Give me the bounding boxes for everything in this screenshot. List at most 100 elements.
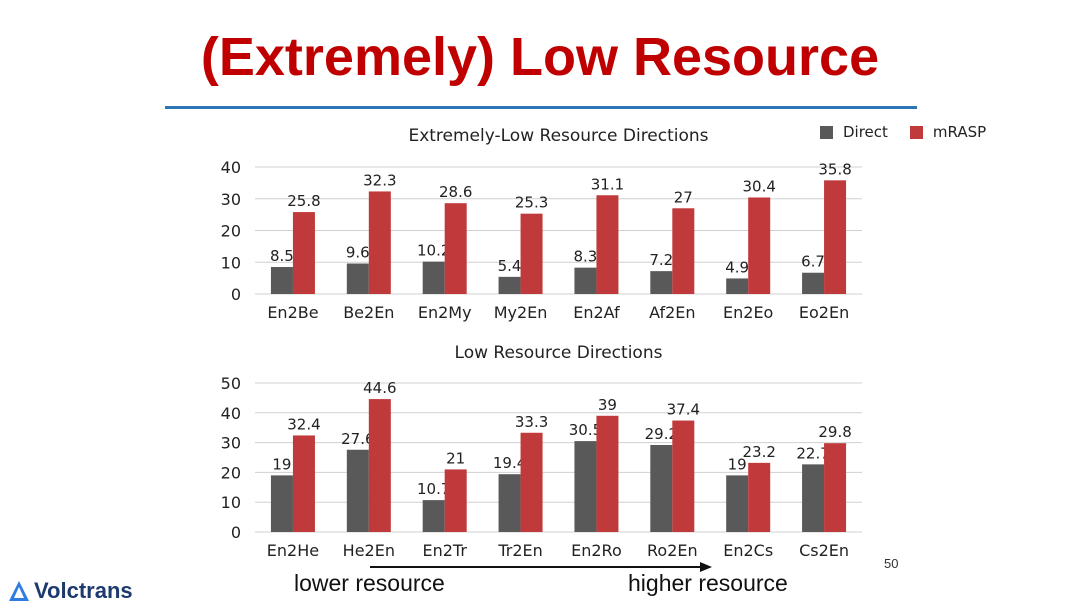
bar-direct (270, 475, 293, 532)
bar-mrasp (672, 208, 695, 294)
arrow-label-higher: higher resource (628, 570, 788, 596)
resource-arrow-head (700, 562, 712, 572)
bar-mrasp (368, 191, 391, 294)
bar-mrasp (520, 432, 543, 532)
data-label: 23.2 (742, 443, 775, 461)
chart-title: Extremely-Low Resource Directions (408, 126, 708, 146)
y-tick-label: 40 (221, 404, 241, 423)
x-tick-label: Ro2En (647, 541, 698, 560)
y-tick-label: 30 (221, 190, 241, 209)
data-label: 25.8 (287, 192, 320, 210)
bar-mrasp (824, 443, 847, 532)
data-label: 37.4 (667, 401, 700, 419)
bar-mrasp (368, 399, 391, 532)
bar-mrasp (444, 203, 467, 294)
legend-swatch-direct (820, 125, 833, 139)
x-tick-label: My2En (494, 303, 548, 322)
data-label: 5.4 (498, 257, 522, 275)
data-label: 31.1 (591, 175, 624, 193)
x-tick-label: En2He (267, 541, 319, 560)
bar-mrasp (672, 420, 695, 532)
bar-direct (346, 449, 369, 532)
bar-direct (574, 441, 597, 532)
legend-item-mrasp: mRASP (909, 123, 987, 141)
bar-direct (270, 267, 293, 294)
bar-direct (726, 278, 749, 294)
y-tick-label: 20 (221, 463, 241, 482)
x-tick-label: He2En (343, 541, 395, 560)
y-tick-label: 10 (221, 493, 241, 512)
chart-title: Low Resource Directions (455, 343, 663, 363)
data-label: 10.7 (417, 480, 450, 498)
bar-mrasp (748, 462, 771, 532)
data-label: 9.6 (346, 244, 370, 262)
x-tick-label: Eo2En (799, 303, 849, 322)
title-underline (165, 106, 917, 109)
data-label: 8.3 (574, 248, 598, 266)
bar-direct (650, 444, 673, 532)
data-label: 8.5 (270, 247, 294, 265)
legend-item-direct: Direct (820, 123, 888, 141)
bar-direct (802, 272, 825, 294)
bar-direct (574, 267, 597, 294)
legend-label-direct: Direct (843, 123, 888, 141)
y-tick-label: 10 (221, 253, 241, 272)
x-tick-label: En2Af (573, 303, 620, 322)
data-label: 7.2 (649, 251, 673, 269)
data-label: 32.3 (363, 171, 396, 189)
y-tick-label: 50 (221, 374, 241, 393)
page-number: 50 (884, 556, 899, 571)
x-tick-label: Cs2En (799, 541, 849, 560)
y-tick-label: 0 (231, 285, 241, 304)
data-label: 30.4 (742, 177, 775, 195)
bar-mrasp (292, 212, 315, 294)
y-tick-label: 40 (221, 158, 241, 177)
data-label: 19 (728, 455, 747, 473)
x-tick-label: En2Ro (571, 541, 622, 560)
x-tick-label: En2Cs (723, 541, 773, 560)
legend-swatch-mrasp (909, 125, 923, 139)
data-label: 35.8 (818, 160, 851, 178)
bar-mrasp (596, 195, 619, 294)
x-tick-label: En2Tr (422, 541, 467, 560)
y-tick-label: 20 (221, 222, 241, 241)
bar-mrasp (596, 415, 619, 532)
bar-mrasp (292, 435, 315, 532)
data-label: 27 (674, 188, 693, 206)
bar-mrasp (444, 469, 467, 532)
chart-legend: Direct mRASP (820, 122, 1008, 142)
data-label: 22.7 (796, 444, 829, 462)
bar-direct (726, 475, 749, 532)
data-label: 28.6 (439, 183, 472, 201)
x-tick-label: Tr2En (497, 541, 542, 560)
slide-title: (Extremely) Low Resource (200, 27, 880, 87)
data-label: 25.3 (515, 194, 548, 212)
volctrans-logo: Volctrans (8, 578, 133, 604)
bar-direct (498, 474, 521, 532)
bar-direct (346, 263, 369, 294)
data-label: 29.2 (645, 425, 678, 443)
x-tick-label: Be2En (343, 303, 394, 322)
x-tick-label: En2Be (267, 303, 318, 322)
data-label: 19 (272, 455, 291, 473)
legend-label-mrasp: mRASP (932, 123, 987, 141)
data-label: 4.9 (725, 258, 749, 276)
bar-direct (422, 261, 445, 294)
x-tick-label: Af2En (649, 303, 695, 322)
bar-direct (498, 276, 521, 294)
data-label: 39 (598, 396, 617, 414)
bar-direct (422, 500, 445, 532)
data-label: 27.6 (341, 430, 374, 448)
arrow-label-lower: lower resource (294, 570, 445, 596)
bar-direct (802, 464, 825, 532)
data-label: 21 (446, 449, 465, 467)
data-label: 29.8 (818, 423, 851, 441)
bar-mrasp (824, 180, 847, 294)
logo-text: Volctrans (34, 578, 133, 603)
x-tick-label: En2My (418, 303, 472, 322)
data-label: 33.3 (515, 413, 548, 431)
bar-mrasp (520, 213, 543, 294)
data-label: 44.6 (363, 379, 396, 397)
data-label: 10.2 (417, 242, 450, 260)
